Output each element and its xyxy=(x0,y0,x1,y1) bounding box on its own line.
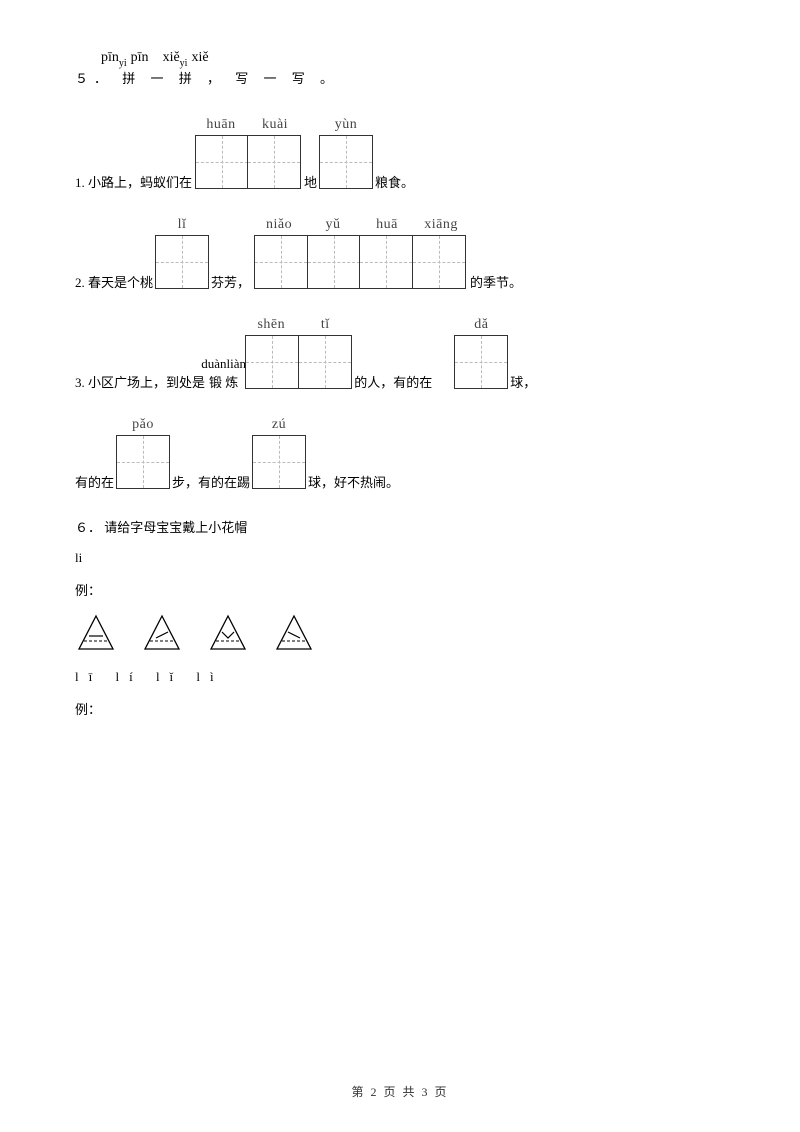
char-box[interactable] xyxy=(412,235,466,289)
line3a-stack-left: 锻 炼 xyxy=(209,375,238,390)
line1-py2: kuài xyxy=(248,117,302,133)
q5-py-p4: xiě xyxy=(191,50,208,66)
line3b-py1: pǎo xyxy=(116,417,170,433)
q5-pinyin: pīnyi pīn xiěyi xiě xyxy=(101,50,725,66)
q5-line3b: 有的在 pǎo 步，有的在踢 zú 球，好不热闹。 xyxy=(75,417,725,489)
line1-group2: yùn xyxy=(319,117,373,189)
line3a-py-da: dǎ xyxy=(454,317,508,333)
line3a-mid: 的人，有的在 xyxy=(354,376,432,389)
line1-suffix: 粮食。 xyxy=(375,176,414,189)
page: pīnyi pīn xiěyi xiě ５． 拼 一 拼 ， 写 一 写 。 1… xyxy=(0,0,800,1132)
line3a-above1: duànliàn xyxy=(201,357,246,370)
char-box[interactable] xyxy=(155,235,209,289)
q6-title: ６． 请给字母宝宝戴上小花帽 xyxy=(75,517,725,536)
hat-tone2-icon xyxy=(141,613,183,655)
line2-prefix: 2. 春天是个桃 xyxy=(75,276,153,289)
line1-py3: yùn xyxy=(319,117,373,133)
char-box[interactable] xyxy=(359,235,413,289)
line3a-py-shen: shēn xyxy=(244,317,298,333)
page-footer: 第 2 页 共 3 页 xyxy=(0,1083,800,1100)
char-box[interactable] xyxy=(298,335,352,389)
line2-group1: lǐ xyxy=(155,217,209,289)
char-box[interactable] xyxy=(254,235,308,289)
line1-prefix: 1. 小路上，蚂蚁们在 xyxy=(75,176,192,189)
line3b-mid: 步，有的在踢 xyxy=(172,476,250,489)
line3b-group2: zú xyxy=(252,417,306,489)
line2-py2: niǎo xyxy=(252,217,306,233)
q5-py-p2: pīn xyxy=(131,50,149,66)
line1-py1: huān xyxy=(194,117,248,133)
q5-py-s1: yi xyxy=(119,58,127,69)
line2-suffix: 的季节。 xyxy=(470,276,522,289)
q5-hanzi: ５． 拼 一 拼 ， 写 一 写 。 xyxy=(75,68,725,87)
line3a-stack: duànliàn 锻 炼 xyxy=(209,376,238,389)
line3a-suffix: 球， xyxy=(510,376,536,389)
line1-group1: huān kuài xyxy=(194,117,302,189)
hat-tone4-icon xyxy=(273,613,315,655)
q6: ６． 请给字母宝宝戴上小花帽 li 例： lī lí lǐ lì 例： xyxy=(75,517,725,718)
q5-py-s2: yi xyxy=(180,58,188,69)
line3a-py-ti: tǐ xyxy=(298,317,352,333)
line3b-group1: pǎo xyxy=(116,417,170,489)
q5-py-p3: xiě xyxy=(163,50,180,66)
line3a-prefix: 3. 小区广场上，到处是 xyxy=(75,376,205,389)
char-box[interactable] xyxy=(195,135,249,189)
hat-tone1-icon xyxy=(75,613,117,655)
line3b-prefix: 有的在 xyxy=(75,476,114,489)
q5-line1: 1. 小路上，蚂蚁们在 huān kuài 地 yùn 粮食。 xyxy=(75,117,725,189)
line3a-group2: dǎ xyxy=(454,317,508,389)
hat-tone3-icon xyxy=(207,613,249,655)
q6-example1: 例： xyxy=(75,580,725,599)
char-box[interactable] xyxy=(247,135,301,189)
line2-mid: 芬芳， xyxy=(211,276,250,289)
line3b-py2: zú xyxy=(252,417,306,433)
line2-py1: lǐ xyxy=(155,217,209,233)
char-box[interactable] xyxy=(116,435,170,489)
line3a-group1: shēn tǐ xyxy=(244,317,352,389)
line2-py5: xiāng xyxy=(414,217,468,233)
line1-mid: 地 xyxy=(304,176,317,189)
q6-tones: lī lí lǐ lì xyxy=(75,669,725,685)
line2-group2: niǎo yǔ huā xiāng xyxy=(252,217,468,289)
char-box[interactable] xyxy=(454,335,508,389)
line2-py3: yǔ xyxy=(306,217,360,233)
char-box[interactable] xyxy=(319,135,373,189)
q6-item: li xyxy=(75,550,725,566)
char-box[interactable] xyxy=(252,435,306,489)
line3b-suffix: 球，好不热闹。 xyxy=(308,476,399,489)
char-box[interactable] xyxy=(307,235,361,289)
line2-py4: huā xyxy=(360,217,414,233)
hat-row xyxy=(75,613,725,655)
q5-line3a: 3. 小区广场上，到处是 duànliàn 锻 炼 shēn tǐ 的人，有的在… xyxy=(75,317,725,389)
q5-py-p1: pīn xyxy=(101,50,119,66)
char-box[interactable] xyxy=(245,335,299,389)
q6-example2: 例： xyxy=(75,699,725,718)
q5-line2: 2. 春天是个桃 lǐ 芬芳， niǎo yǔ huā xiāng xyxy=(75,217,725,289)
q5-header: pīnyi pīn xiěyi xiě ５． 拼 一 拼 ， 写 一 写 。 xyxy=(75,50,725,87)
